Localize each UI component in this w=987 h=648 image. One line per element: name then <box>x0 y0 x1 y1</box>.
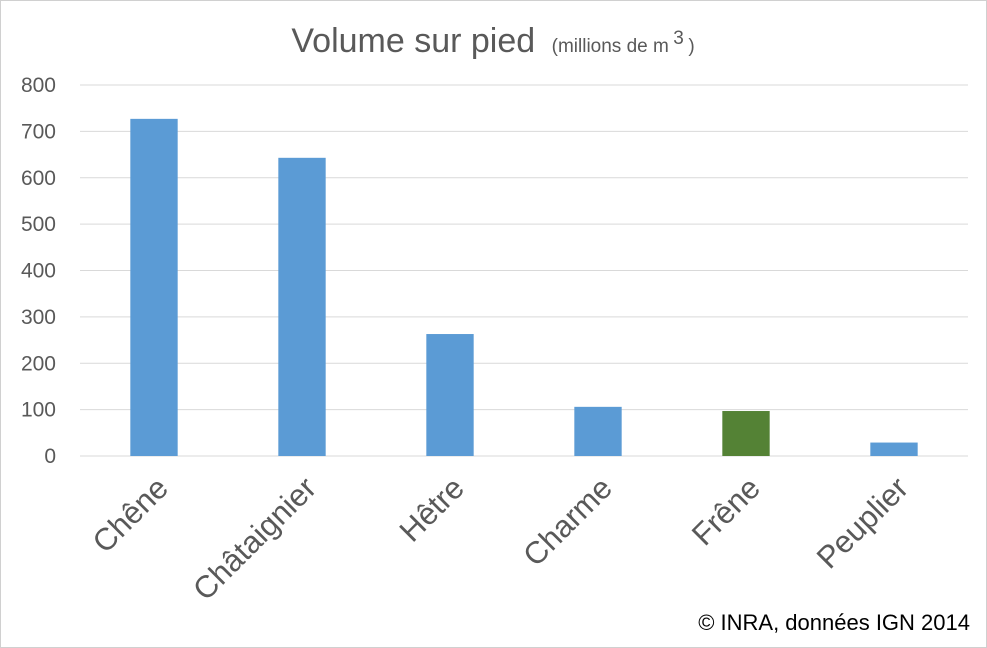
category-label: Frêne <box>685 470 767 552</box>
y-tick-label: 0 <box>44 445 56 468</box>
bar <box>574 406 622 456</box>
y-tick-label: 500 <box>21 213 56 236</box>
y-tick-label: 100 <box>21 399 56 422</box>
chart-title: Volume sur pied (millions de m 3 ) <box>291 22 694 60</box>
chart-title-unit-suffix: ) <box>688 36 694 57</box>
bar <box>278 157 326 456</box>
bars <box>130 118 918 456</box>
y-tick-label: 600 <box>21 167 56 190</box>
chart-title-main: Volume sur pied <box>291 22 535 60</box>
category-label: Charme <box>516 470 619 573</box>
chart-title-unit: (millions de m <box>552 36 669 57</box>
y-axis-tick-labels: 0 100 200 300 400 500 600 700 800 <box>21 74 56 468</box>
bar <box>870 442 918 456</box>
y-tick-label: 200 <box>21 352 56 375</box>
gridlines <box>80 84 968 457</box>
category-label: Peuplier <box>810 470 915 575</box>
x-axis-category-labels: Chêne Châtaignier Hêtre Charme Frêne Peuplier <box>86 470 915 607</box>
chart-title-unit-superscript: 3 <box>673 28 684 49</box>
bar <box>130 118 178 456</box>
bar <box>426 334 474 456</box>
credit-text: © INRA, données IGN 2014 <box>698 610 970 635</box>
y-tick-label: 800 <box>21 74 56 97</box>
y-tick-label: 400 <box>21 260 56 283</box>
category-label: Châtaignier <box>186 470 323 607</box>
y-tick-label: 700 <box>21 120 56 143</box>
y-tick-label: 300 <box>21 306 56 329</box>
bar <box>722 411 770 456</box>
category-label: Hêtre <box>393 470 471 548</box>
category-label: Chêne <box>86 470 175 559</box>
